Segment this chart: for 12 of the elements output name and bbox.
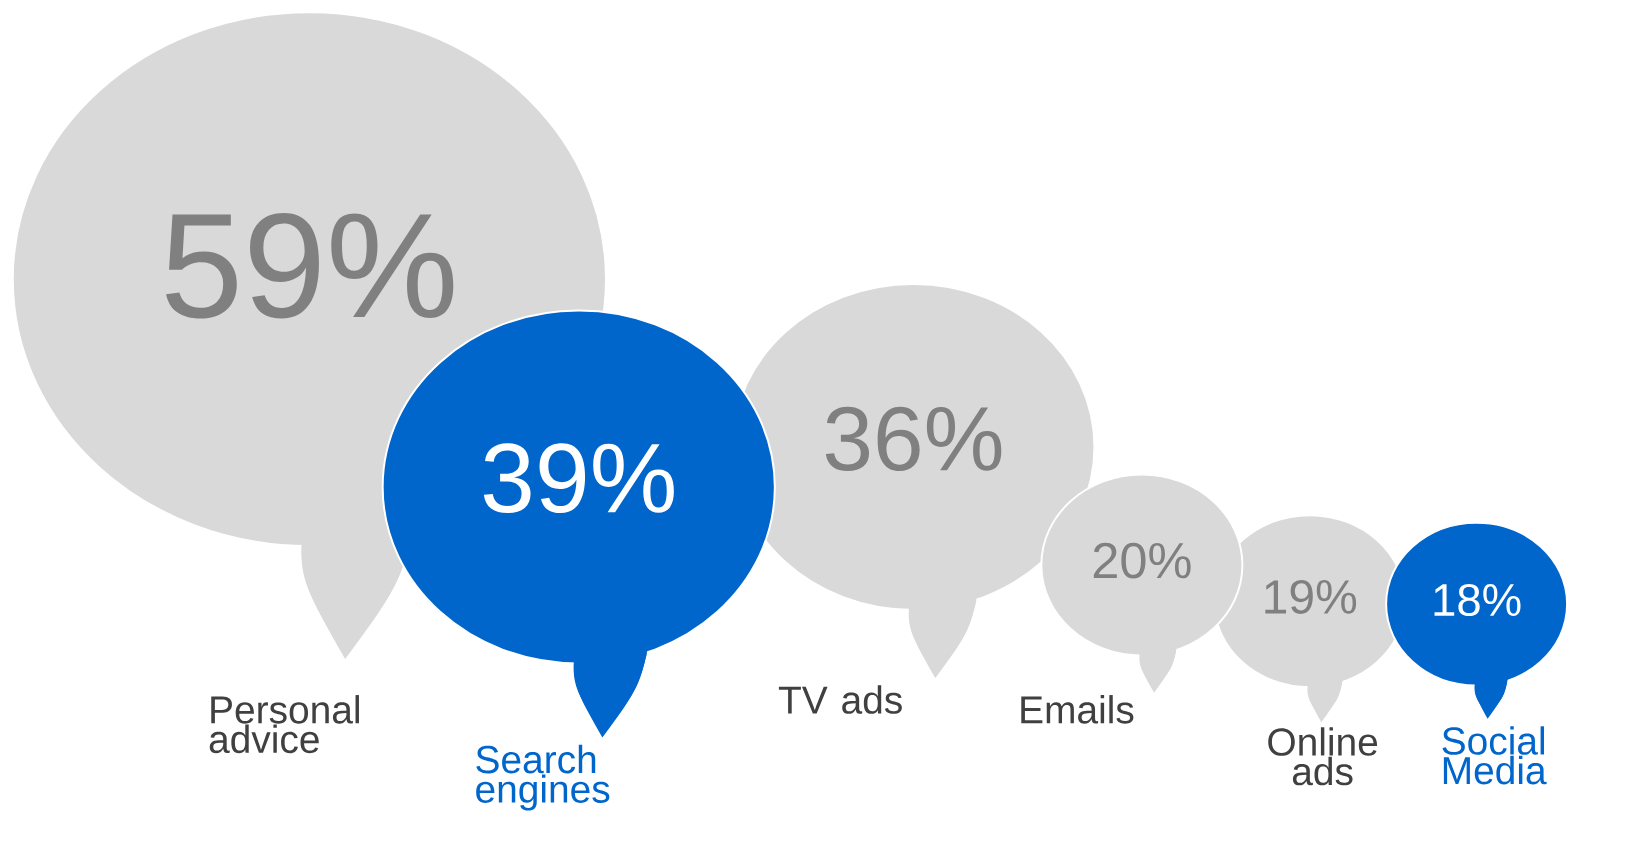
data-label: 59% bbox=[166, 212, 454, 319]
data-label: 36% bbox=[825, 406, 1002, 472]
data-label: 18% bbox=[1434, 583, 1521, 617]
category-label: Search engines bbox=[476, 744, 610, 811]
data-label: 20% bbox=[1093, 542, 1191, 579]
category-label: Emails bbox=[1021, 695, 1134, 724]
category-label: Personal advice bbox=[209, 695, 359, 754]
category-label: TV ads bbox=[778, 685, 902, 714]
data-label: 19% bbox=[1265, 579, 1357, 614]
category-label: Social Media bbox=[1442, 726, 1547, 785]
data-label: 39% bbox=[483, 443, 674, 514]
category-label: Online ads bbox=[1268, 727, 1378, 786]
